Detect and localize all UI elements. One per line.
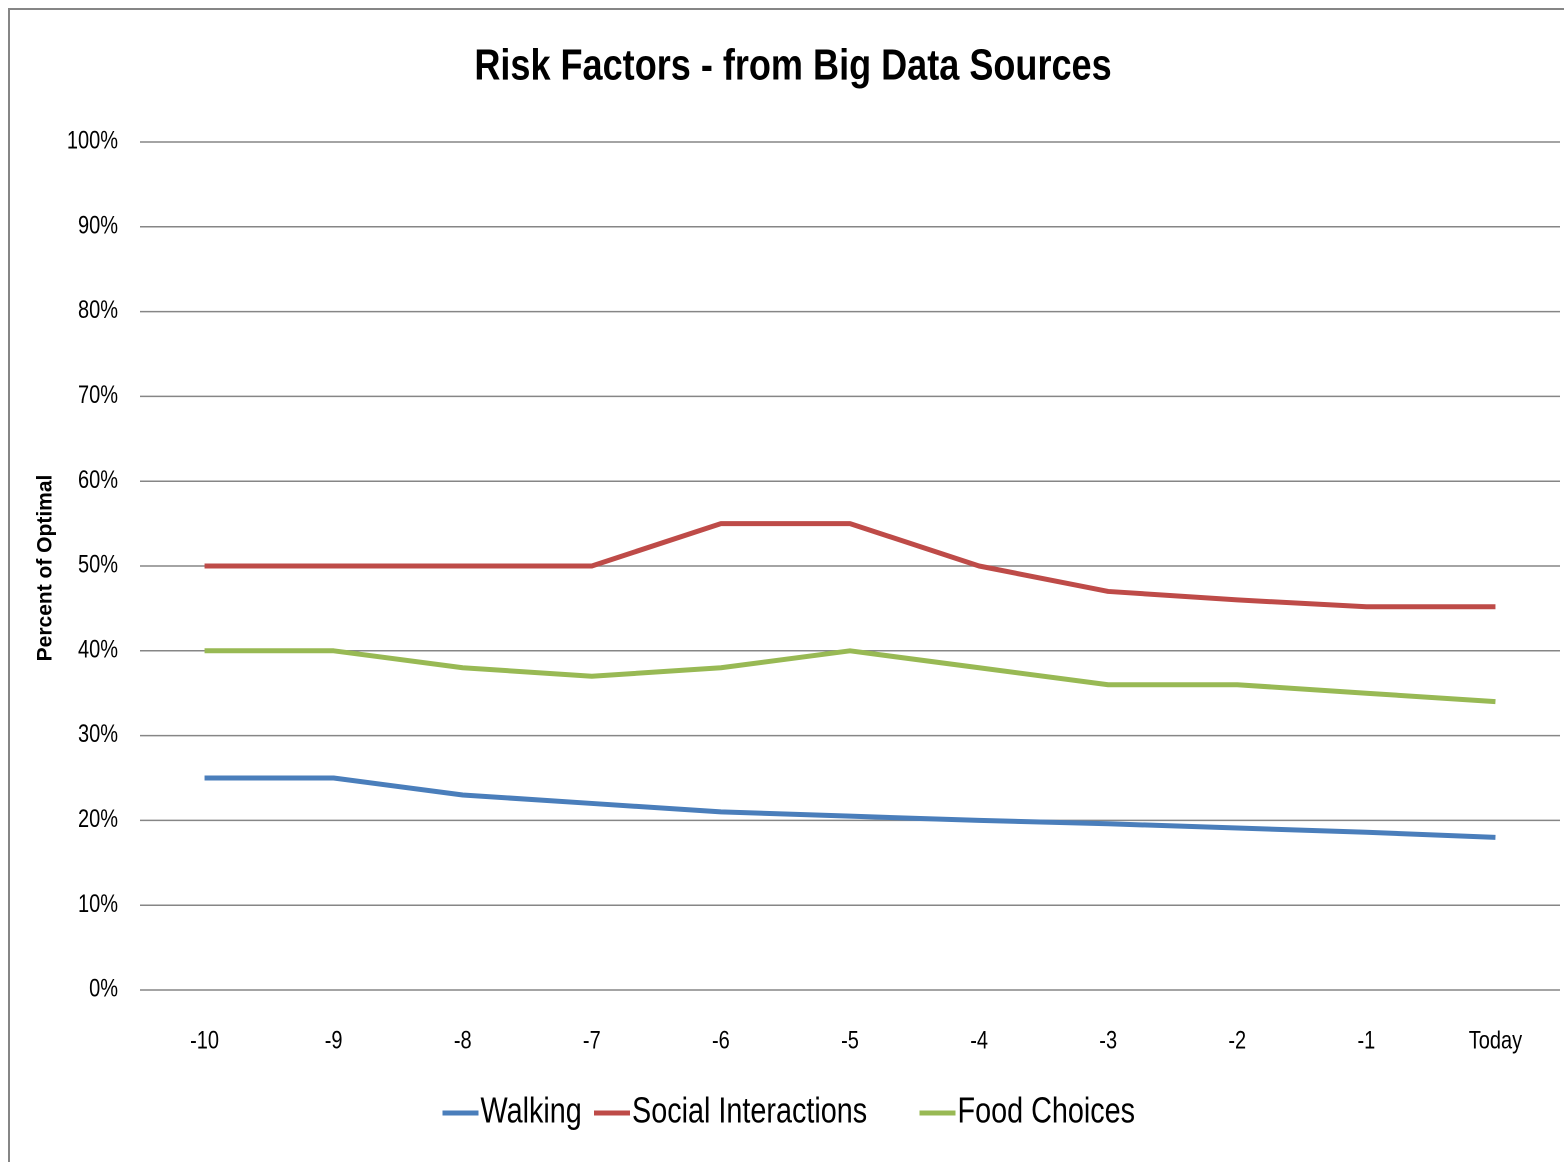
legend-label: Social Interactions — [632, 1089, 867, 1130]
x-tick-label: -1 — [1357, 1027, 1375, 1055]
y-tick-label: 100% — [67, 127, 118, 155]
x-tick-label: -8 — [454, 1027, 472, 1055]
y-tick-label: 60% — [78, 466, 118, 494]
line-series — [204, 521, 1496, 610]
x-tick-label: Today — [1469, 1027, 1523, 1055]
y-tick-label: 90% — [78, 211, 118, 239]
line-series — [204, 648, 1496, 705]
y-axis-label: Percent of Optimal — [34, 475, 57, 662]
y-tick-label: 50% — [78, 551, 118, 579]
y-tick-label: 30% — [78, 720, 118, 748]
x-tick-label: -4 — [970, 1027, 988, 1055]
legend-label: Walking — [481, 1089, 582, 1130]
line-series — [204, 775, 1496, 840]
y-tick-label: 10% — [78, 890, 118, 918]
y-tick-label: 40% — [78, 635, 118, 663]
y-tick-label: 20% — [78, 805, 118, 833]
x-tick-label: -2 — [1228, 1027, 1246, 1055]
x-tick-label: -5 — [841, 1027, 859, 1055]
y-tick-label: 70% — [78, 381, 118, 409]
x-tick-label: -10 — [190, 1027, 219, 1055]
x-tick-label: -6 — [712, 1027, 730, 1055]
x-tick-label: -9 — [325, 1027, 343, 1055]
legend-label: Food Choices — [958, 1089, 1136, 1130]
chart-title: Risk Factors - from Big Data Sources — [474, 40, 1111, 89]
y-tick-label: 80% — [78, 296, 118, 324]
x-tick-label: -7 — [583, 1027, 601, 1055]
chart-border — [8, 8, 1564, 1162]
y-tick-label: 0% — [89, 975, 118, 1003]
x-tick-label: -3 — [1099, 1027, 1117, 1055]
